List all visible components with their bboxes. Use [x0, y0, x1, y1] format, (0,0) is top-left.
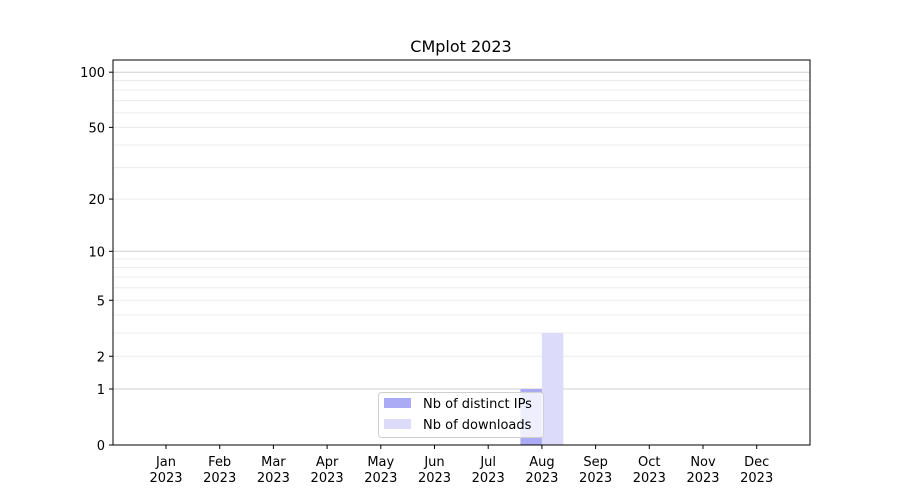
legend-swatch [384, 419, 411, 429]
plot-frame [112, 59, 811, 446]
y-tick-label: 1 [97, 383, 105, 398]
x-tick-label: Dec 2023 [740, 455, 773, 486]
y-tick-label: 2 [97, 350, 105, 365]
x-tick-label: Aug 2023 [525, 455, 558, 486]
y-tick-label: 50 [88, 121, 105, 136]
x-tick-label: Oct 2023 [633, 455, 666, 486]
x-tick-label: Mar 2023 [257, 455, 290, 486]
y-tick-label: 100 [80, 66, 105, 81]
x-tick-label: Sep 2023 [579, 455, 612, 486]
legend-box [378, 392, 544, 438]
legend-label: Nb of distinct IPs [423, 397, 532, 412]
chart-title: CMplot 2023 [410, 37, 511, 56]
x-tick-label: Jun 2023 [418, 455, 451, 486]
y-tick-label: 5 [97, 294, 105, 309]
y-tick-label: 20 [88, 193, 105, 208]
y-tick-label: 10 [88, 245, 105, 260]
x-tick-label: May 2023 [364, 455, 397, 486]
bar-downloads [541, 333, 564, 445]
x-tick-label: Nov 2023 [686, 455, 719, 486]
legend-swatch [384, 398, 411, 408]
y-tick-label: 0 [97, 439, 105, 454]
legend: Nb of distinct IPs Nb of downloads [378, 392, 544, 438]
x-tick-label: Feb 2023 [203, 455, 236, 486]
legend-label: Nb of downloads [423, 418, 532, 433]
x-tick-label: Jul 2023 [472, 455, 505, 486]
x-tick-label: Jan 2023 [149, 455, 182, 486]
x-tick-label: Apr 2023 [311, 455, 344, 486]
